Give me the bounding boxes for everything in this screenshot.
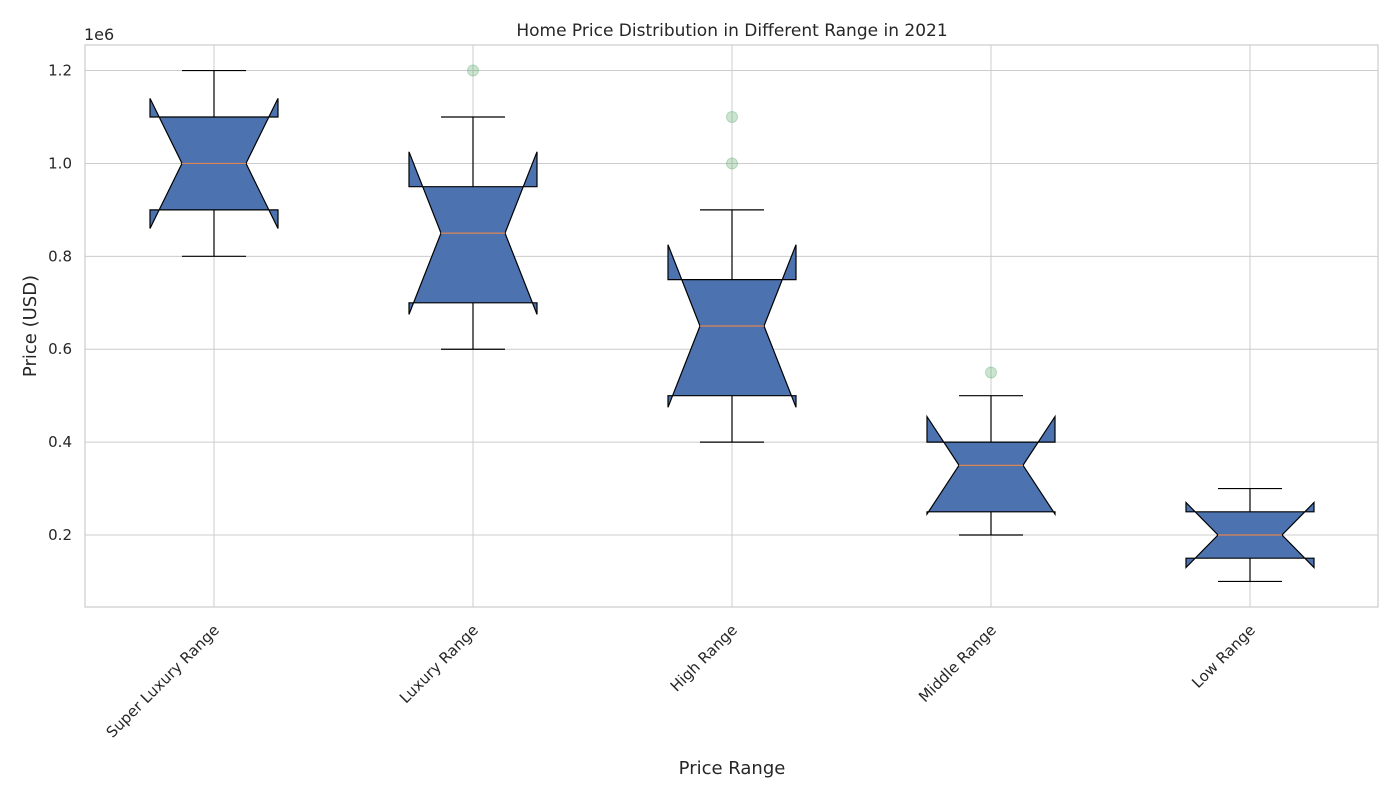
y-tick-label: 0.8 <box>48 247 72 265</box>
axes-frame <box>84 44 1379 608</box>
y-tick-label: 1.2 <box>48 62 72 80</box>
outlier-point <box>467 64 479 77</box>
box-4 <box>926 366 1056 536</box>
box-1 <box>149 69 279 257</box>
outlier-point <box>726 110 738 123</box>
y-axis-ticks: 0.2 0.4 0.6 0.8 1.0 1.2 <box>48 62 72 544</box>
chart-title: Home Price Distribution in Different Ran… <box>516 21 947 41</box>
y-axis-label: Price (USD) <box>20 275 41 377</box>
outlier-point <box>985 366 997 379</box>
y-axis-scale-factor: 1e6 <box>84 25 114 44</box>
box-plot-series <box>149 64 1315 583</box>
box-2 <box>408 64 538 350</box>
box-3 <box>667 110 797 443</box>
y-tick-label: 0.2 <box>48 526 72 544</box>
y-tick-label: 0.6 <box>48 340 72 358</box>
y-tick-label: 0.4 <box>48 433 72 451</box>
y-tick-label: 1.0 <box>48 154 72 172</box>
outlier-point <box>726 157 738 170</box>
box-5 <box>1185 487 1315 583</box>
x-axis-label: Price Range <box>679 758 786 779</box>
